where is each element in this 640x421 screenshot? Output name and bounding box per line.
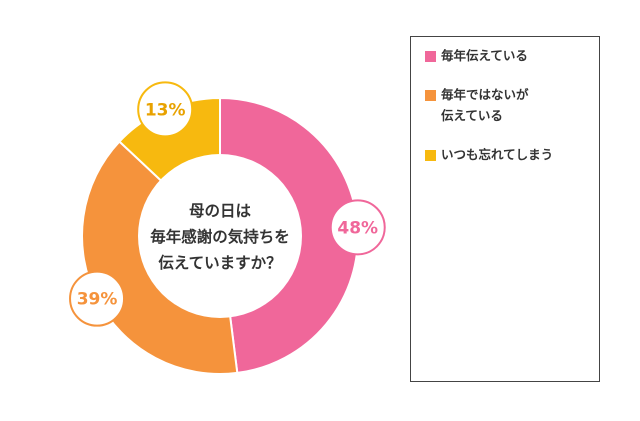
donut-center (138, 154, 302, 318)
value-label-circle (69, 270, 126, 327)
legend-item: 毎年伝えている (425, 48, 589, 66)
legend-swatch (425, 90, 436, 101)
value-labels: 48% 39% 13% (69, 81, 386, 327)
value-label: 13% (145, 100, 186, 120)
legend-item: 毎年ではないが 伝えている (425, 87, 589, 126)
chart-title-line: 毎年感謝の気持ちを (150, 227, 290, 246)
legend-item: いつも忘れてしまう (425, 147, 589, 165)
chart-title-line: 母の日は (189, 202, 252, 220)
legend-label: いつも忘れてしまう (441, 147, 554, 162)
legend-swatch (425, 150, 436, 161)
value-label: 48% (337, 218, 378, 238)
chart-title-line: 伝えていますか？ (158, 254, 281, 272)
value-label: 39% (77, 290, 118, 310)
legend-swatch (425, 51, 436, 62)
legend-label: 毎年ではないが 伝えている (441, 87, 529, 123)
value-label-circle (137, 81, 194, 138)
legend: 毎年伝えている 毎年ではないが 伝えている いつも忘れてしまう (410, 36, 600, 382)
value-label-badge: 13% (137, 81, 194, 138)
value-label-badge: 39% (69, 270, 126, 327)
value-label-badge: 48% (329, 199, 386, 256)
legend-label: 毎年伝えている (441, 48, 528, 63)
value-label-circle (329, 199, 386, 256)
